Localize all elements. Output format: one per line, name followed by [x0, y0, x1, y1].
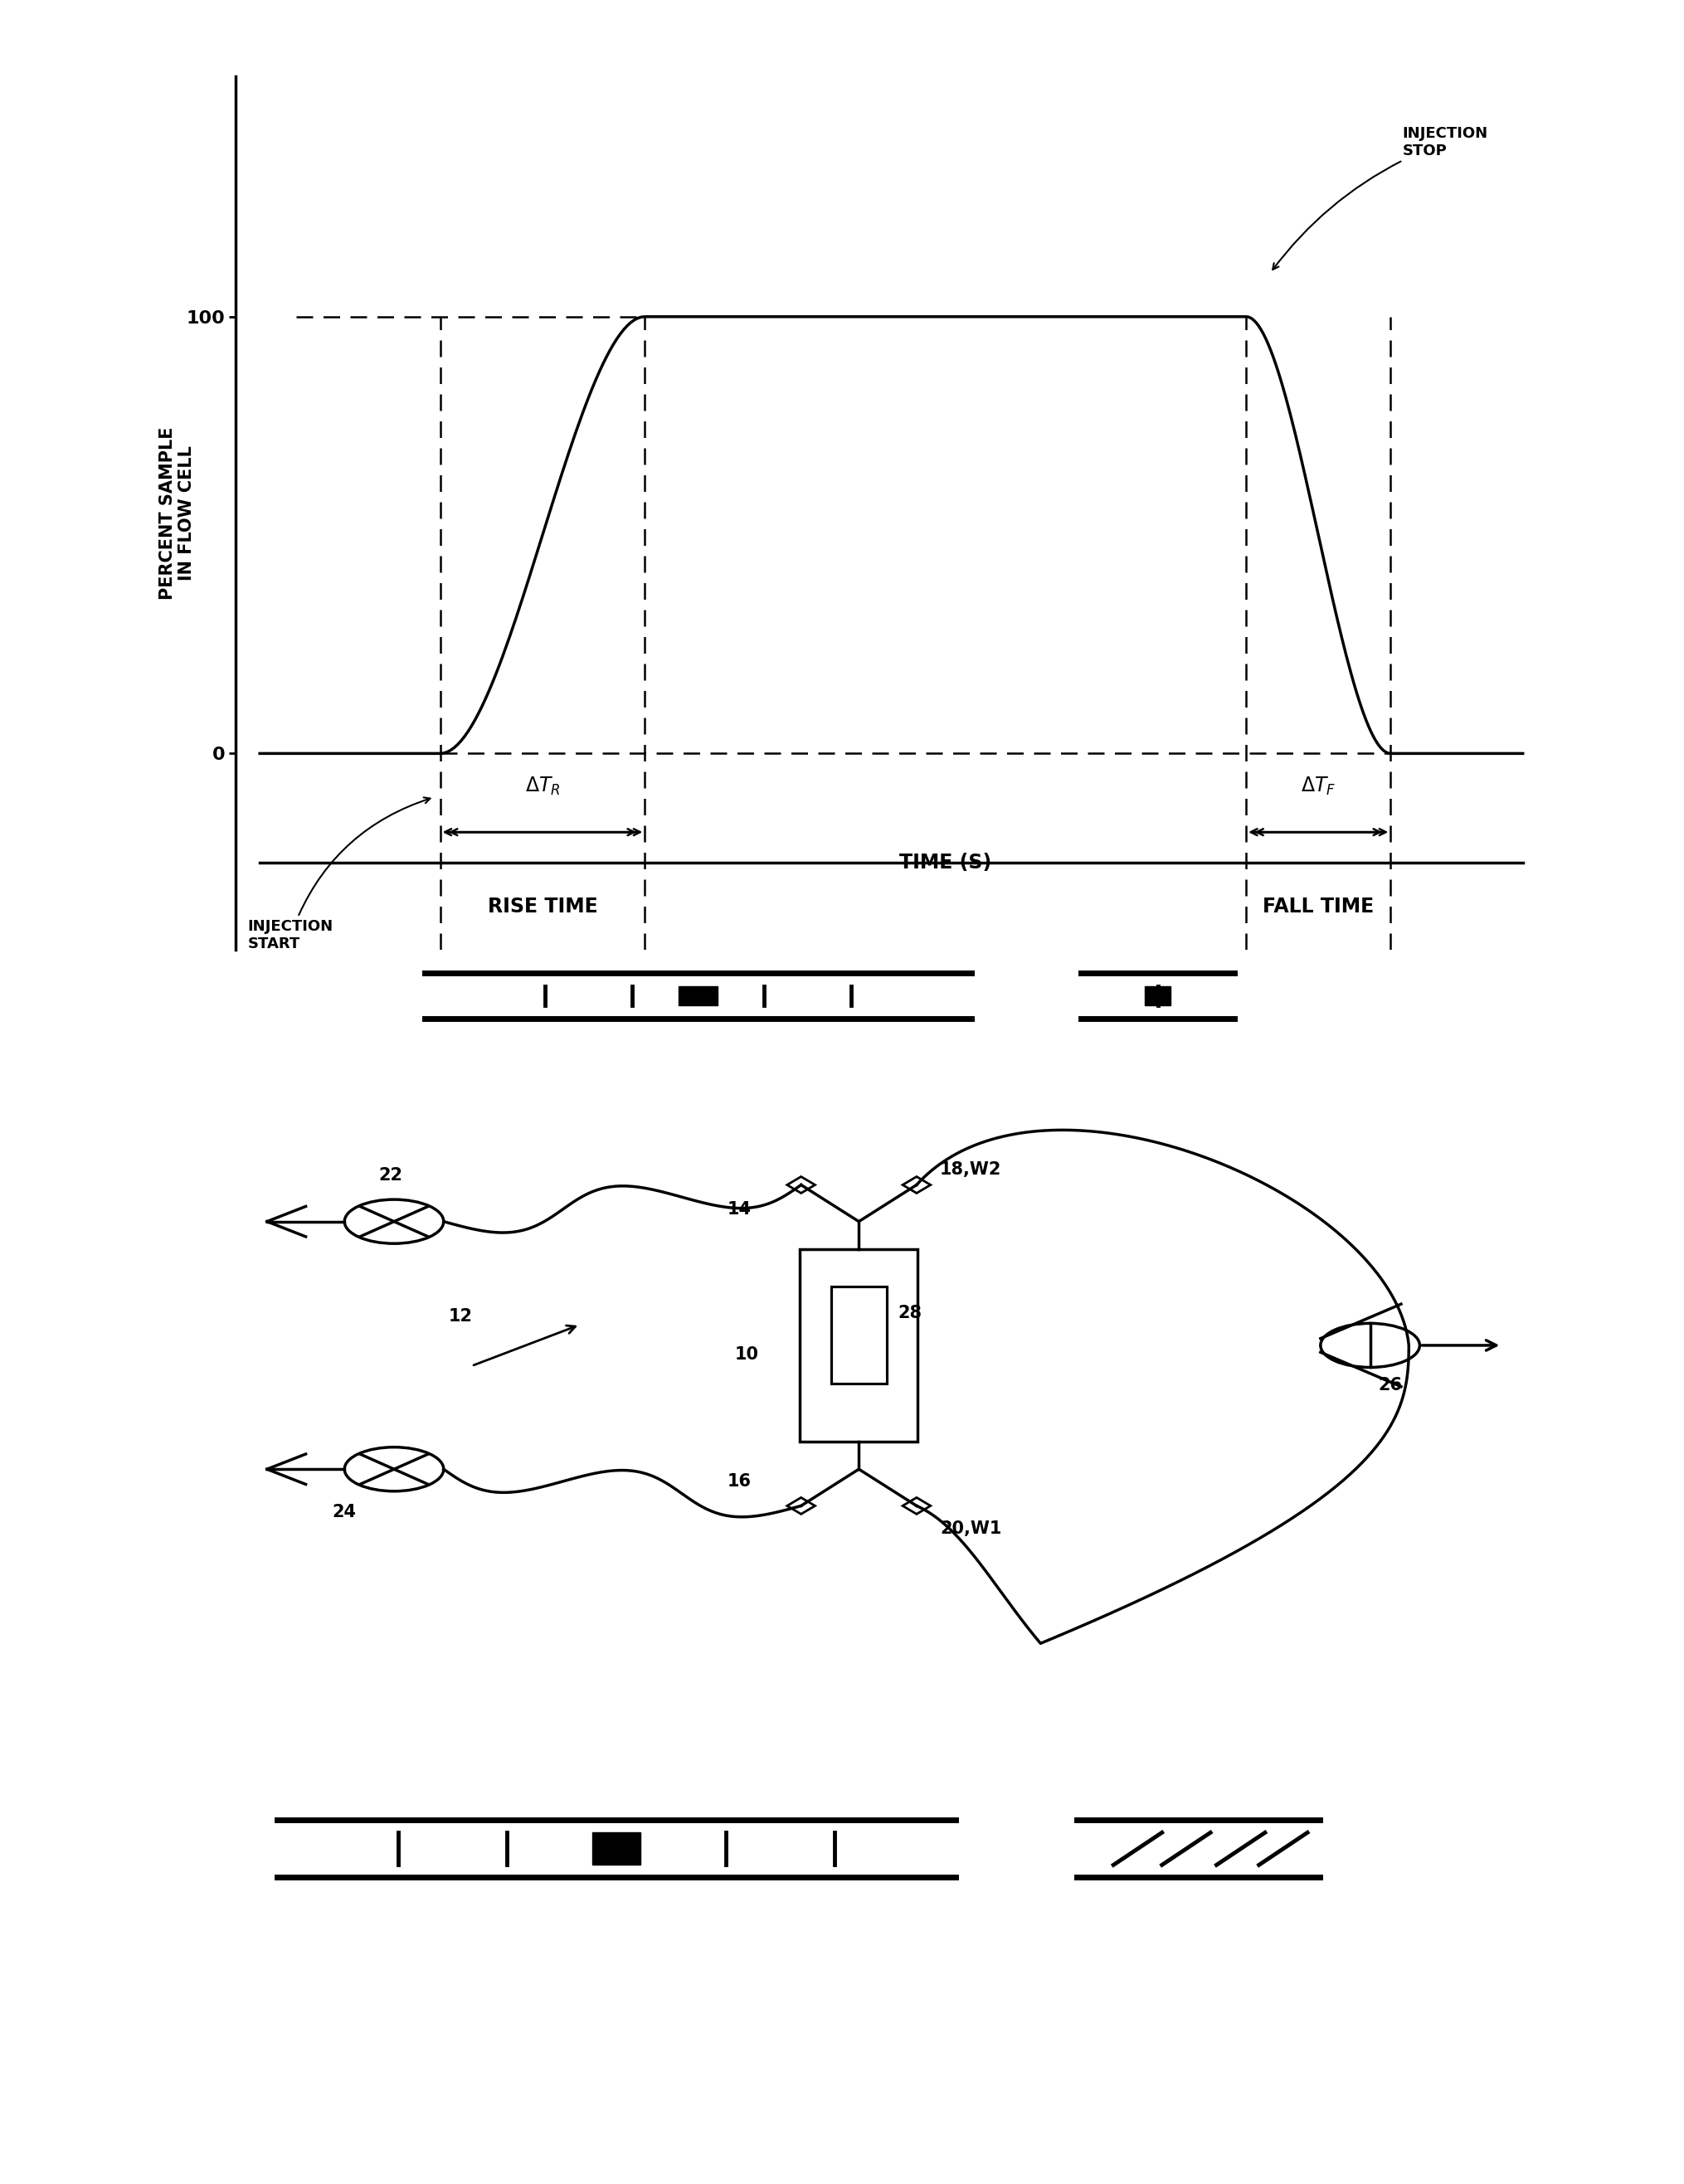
Text: 22: 22	[379, 1166, 402, 1184]
Bar	[1145, 987, 1170, 1005]
Bar	[830, 1286, 887, 1382]
Text: INJECTION
START: INJECTION START	[248, 797, 429, 952]
Text: 16: 16	[727, 1472, 751, 1489]
Text: RISE TIME: RISE TIME	[487, 895, 598, 917]
Text: FALL TIME: FALL TIME	[1263, 895, 1374, 917]
Text: 20,W1: 20,W1	[940, 1520, 1002, 1538]
Text: 18,W2: 18,W2	[940, 1162, 1002, 1177]
Text: 28: 28	[898, 1304, 921, 1321]
Bar	[593, 1832, 640, 1865]
Text: TIME (S): TIME (S)	[899, 852, 992, 874]
Text: 10: 10	[734, 1345, 759, 1363]
Text: 12: 12	[448, 1308, 472, 1324]
Text: 14: 14	[727, 1201, 751, 1219]
Bar	[800, 1249, 918, 1441]
Text: INJECTION
STOP: INJECTION STOP	[1273, 127, 1489, 269]
Y-axis label: PERCENT SAMPLE
IN FLOW CELL: PERCENT SAMPLE IN FLOW CELL	[158, 426, 195, 601]
Text: 26: 26	[1378, 1376, 1401, 1393]
Text: $\Delta T_F$: $\Delta T_F$	[1300, 775, 1335, 797]
Text: 24: 24	[332, 1505, 355, 1520]
Bar	[679, 987, 717, 1005]
Text: $\Delta T_R$: $\Delta T_R$	[525, 775, 561, 797]
